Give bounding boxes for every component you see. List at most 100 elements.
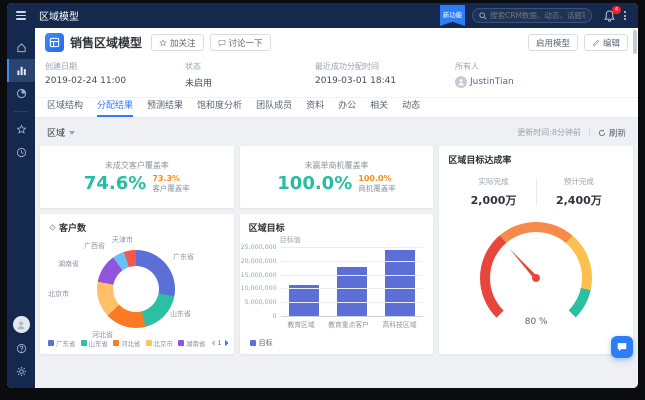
kpi-value: 100.0%	[277, 173, 353, 194]
kpi-card-opportunity-coverage[interactable]: 未赢单商机覆盖率 100.0% 100.0% 商机覆盖率	[239, 146, 434, 208]
record-title: 销售区域模型	[70, 36, 143, 50]
sidebar-item-settings[interactable]	[7, 363, 35, 379]
legend-pager: 1	[210, 339, 228, 347]
person-icon	[17, 321, 25, 329]
bar[interactable]	[289, 284, 320, 316]
legend-label: 北京市	[153, 340, 174, 348]
y-tick: 0	[272, 312, 277, 320]
menu-icon[interactable]	[7, 3, 35, 28]
follow-button[interactable]: 加关注	[151, 34, 204, 51]
donut-label: 河北省	[92, 331, 113, 339]
chat-fab-button[interactable]	[611, 336, 633, 358]
discuss-button[interactable]: 讨论一下	[209, 34, 271, 51]
field-label: 所有人	[455, 62, 479, 71]
scrollbar-thumb[interactable]	[633, 30, 637, 54]
tab-bar: 区域结构 分配结果 预测结果 饱和度分析 团队成员 资料 办公 相关 动态	[35, 97, 638, 118]
donut-chart-card[interactable]: 客户数 广东省 山东省 河北省 北京市 湖南省 广西省 天津市 广东省	[40, 214, 234, 354]
next-page-icon[interactable]	[224, 340, 228, 346]
tab-feed[interactable]: 动态	[402, 101, 421, 111]
sidebar-item-analytics[interactable]	[7, 59, 35, 82]
last-updated-text: 更新时间:8分钟前	[517, 128, 581, 137]
tab-related[interactable]: 相关	[370, 101, 389, 111]
field-label: 最近成功分配时间	[315, 62, 379, 71]
more-options-icon[interactable]	[624, 11, 626, 20]
x-tick: 教育重点客户	[328, 321, 369, 329]
bar-chart-card[interactable]: 区域目标 目标值 25,000,000 20,000,000 15,000,00…	[239, 214, 434, 354]
legend-item[interactable]: 北京市	[145, 338, 174, 348]
tab-forecast-result[interactable]: 预测结果	[147, 101, 184, 111]
gauge-chart-card[interactable]: 区域目标达成率 实际完成 2,000万 预计完成 2,400万	[439, 146, 634, 354]
tab-team-members[interactable]: 团队成员	[256, 101, 293, 111]
tab-allocation-result[interactable]: 分配结果	[97, 98, 134, 117]
y-tick: 20,000,000	[240, 257, 277, 265]
global-search[interactable]	[472, 8, 592, 23]
region-filter-dropdown[interactable]: 区域	[47, 126, 76, 139]
notification-bell[interactable]: 4	[604, 5, 621, 22]
prev-page-icon[interactable]	[210, 340, 215, 346]
donut-legend-swatch	[80, 340, 87, 346]
y-tick: 15,000,000	[240, 271, 277, 279]
filter-toolbar: 区域 更新时间:8分钟前 刷新	[35, 118, 638, 146]
search-input[interactable]	[490, 11, 585, 20]
kpi-card-customer-coverage[interactable]: 未成交客户覆盖率 74.6% 73.3% 客户覆盖率	[40, 146, 234, 208]
refresh-button[interactable]: 刷新	[598, 127, 626, 139]
help-icon	[16, 343, 26, 353]
gauge-value: 80 %	[524, 317, 548, 327]
tab-office[interactable]: 办公	[338, 101, 357, 111]
donut-label: 北京市	[48, 290, 69, 298]
field-label: 创建日期	[45, 62, 77, 71]
gauge-stat-actual: 实际完成 2,000万	[451, 176, 535, 208]
bar-legend-swatch	[249, 340, 256, 346]
sidebar-divider	[14, 111, 28, 112]
search-icon	[479, 11, 487, 20]
field-owner: 所有人 JustinTian	[455, 61, 514, 89]
kpi-sub-value: 73.3%	[152, 173, 181, 183]
user-avatar[interactable]	[12, 316, 30, 333]
legend-page-number: 1	[217, 339, 222, 347]
chevron-down-icon	[69, 130, 76, 135]
sidebar-item-favorites[interactable]	[7, 118, 35, 141]
donut-label: 山东省	[170, 310, 191, 318]
donut-legend-swatch	[113, 340, 119, 346]
legend-label: 广东省	[56, 340, 76, 348]
person-icon	[458, 79, 464, 86]
dashboard-grid: 未成交客户覆盖率 74.6% 73.3% 客户覆盖率 客户数	[35, 146, 638, 354]
enable-model-button[interactable]: 启用模型	[527, 34, 578, 51]
donut-label: 天津市	[112, 236, 133, 244]
edit-button[interactable]: 编辑	[583, 34, 628, 51]
legend-item[interactable]: 湖南省	[178, 338, 206, 348]
donut-label: 湖南省	[58, 260, 79, 268]
gauge-chart-title: 区域目标达成率	[448, 156, 512, 166]
legend-item[interactable]: 河北省	[113, 338, 141, 348]
field-label: 状态	[185, 62, 201, 71]
topbar-right: 新功能 4	[440, 5, 638, 26]
donut-legend-swatch	[145, 340, 152, 346]
tab-structure[interactable]: 区域结构	[47, 101, 84, 111]
field-last-allocated: 最近成功分配时间 2019-03-01 18:41	[315, 61, 455, 89]
legend-item[interactable]: 广东省	[48, 338, 76, 348]
donut-ring[interactable]	[97, 250, 175, 328]
legend-item[interactable]: 山东省	[80, 338, 108, 348]
sidebar-item-recent[interactable]	[7, 141, 35, 164]
sidebar-item-help[interactable]	[7, 340, 35, 356]
tab-saturation-analysis[interactable]: 饱和度分析	[197, 101, 243, 111]
owner-avatar[interactable]	[455, 76, 467, 88]
sidebar-item-reports[interactable]	[7, 82, 35, 105]
app-frame: 区域模型 新功能 4	[7, 3, 638, 388]
donut-chart-title: 客户数	[59, 224, 87, 234]
diamond-icon	[49, 224, 56, 231]
sidebar-item-home[interactable]	[7, 36, 35, 59]
bar-legend[interactable]: 目标	[249, 338, 273, 348]
field-value: 2019-02-24 11:00	[45, 76, 127, 86]
kpi-sub-label: 商机覆盖率	[358, 183, 396, 193]
pencil-icon	[592, 39, 600, 46]
divider	[588, 128, 590, 137]
y-axis: 25,000,000 20,000,000 15,000,000 10,000,…	[240, 244, 277, 320]
tab-materials[interactable]: 资料	[306, 101, 325, 111]
legend-label: 湖南省	[186, 340, 206, 348]
y-tick: 25,000,000	[240, 244, 277, 251]
owner-name[interactable]: JustinTian	[470, 77, 514, 87]
pie-chart-icon	[16, 88, 26, 99]
series-label: 目标值	[279, 236, 301, 244]
new-feature-badge[interactable]: 新功能	[440, 5, 465, 26]
